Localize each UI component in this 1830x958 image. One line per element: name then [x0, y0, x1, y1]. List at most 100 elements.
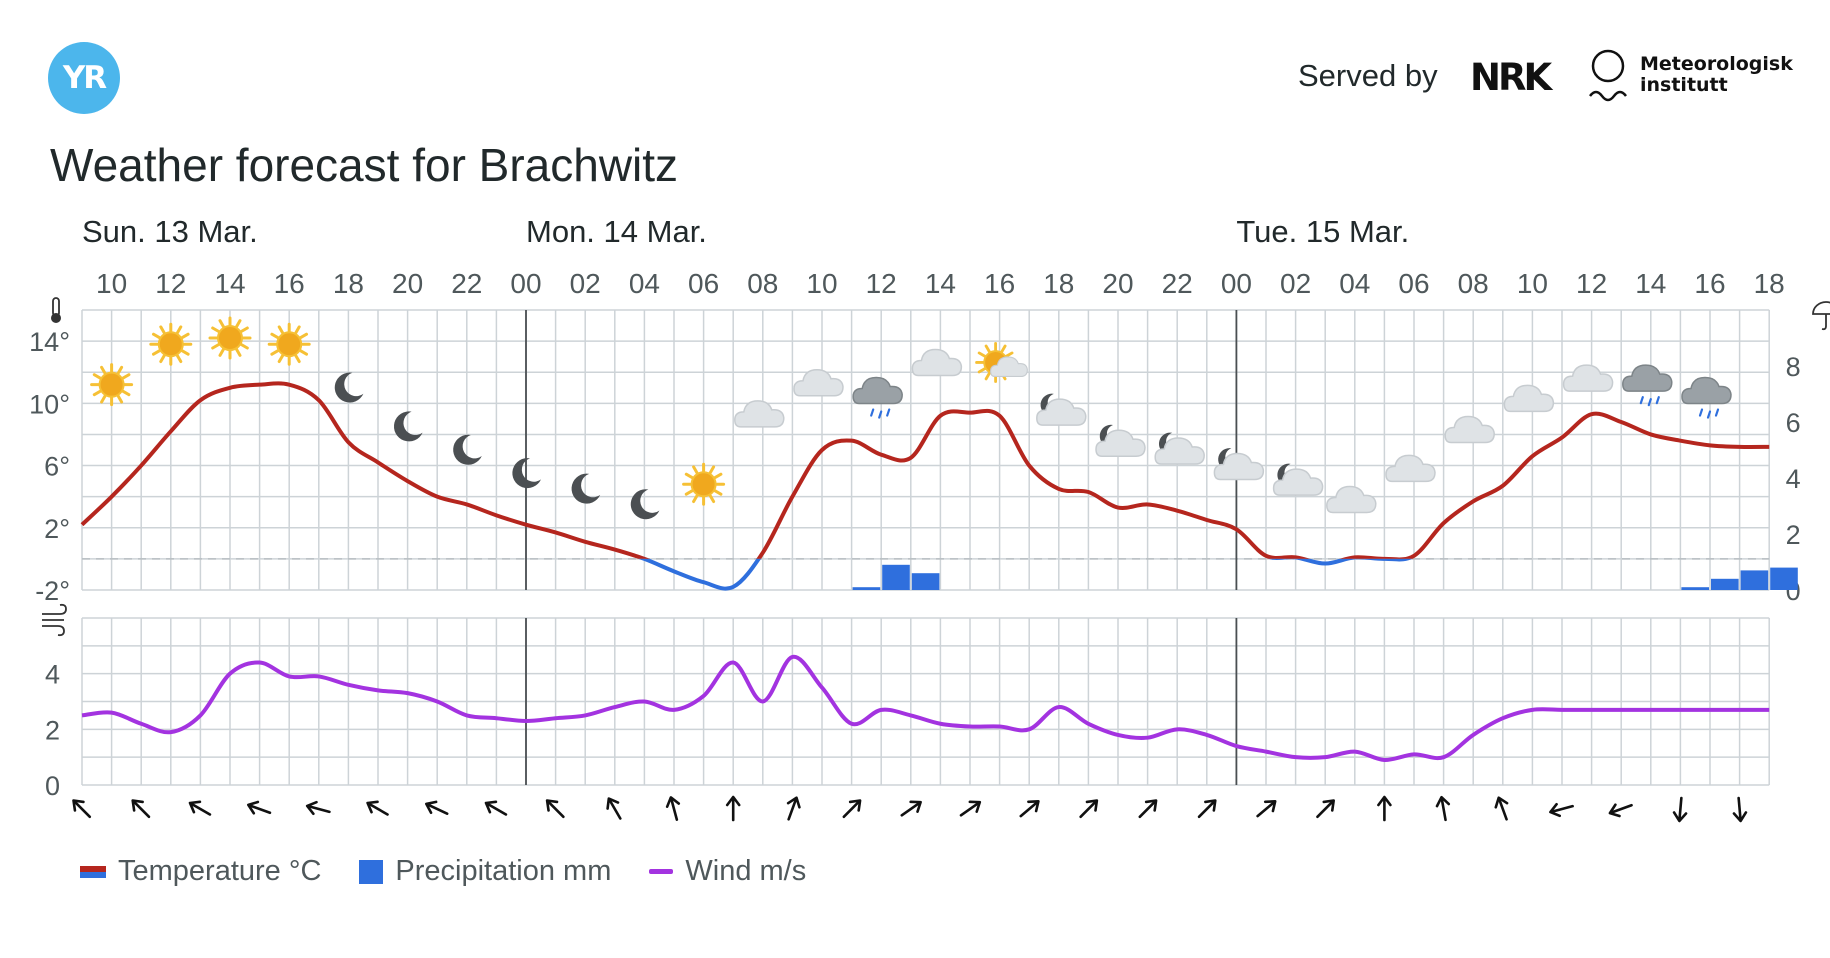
sun-ray	[692, 465, 699, 475]
sun-ray	[1004, 351, 1014, 358]
hour-tick-label: 22	[1162, 268, 1193, 299]
sun-ray	[713, 472, 723, 480]
arrow-head	[484, 800, 498, 814]
met-institute-logo[interactable]: Meteorologisk institutt	[1640, 54, 1793, 96]
arrow-head	[968, 800, 982, 813]
arrow-head	[545, 799, 559, 812]
hour-tick-label: 20	[1102, 268, 1133, 299]
cloud-shape	[734, 400, 785, 428]
rain-drop	[1647, 398, 1652, 407]
wind-line	[81, 654, 1770, 762]
hour-tick-label: 02	[1280, 268, 1311, 299]
temperature-tick-label: 10°	[29, 389, 70, 419]
moon-icon	[334, 372, 364, 403]
wind-tick-label: 2	[45, 715, 60, 745]
moon-shape	[334, 372, 364, 403]
nrk-logo[interactable]: NRK	[1470, 56, 1552, 99]
arrow-head	[1027, 799, 1040, 813]
hour-tick-label: 12	[866, 268, 897, 299]
cloud-shape	[852, 376, 903, 405]
hour-tick-label: 10	[1517, 268, 1548, 299]
rain-cloud-icon	[1681, 376, 1732, 419]
cloud-icon	[1444, 415, 1495, 444]
moon-icon	[393, 411, 423, 442]
sun-disc	[157, 331, 184, 358]
sun-disc	[98, 371, 125, 398]
wind-arrow-icon	[425, 800, 449, 815]
sun-ray	[180, 332, 190, 340]
rain-drop	[886, 408, 891, 417]
moon-icon	[453, 434, 482, 465]
legend-wind: Wind m/s	[649, 855, 806, 888]
hour-tick-label: 18	[1754, 268, 1785, 299]
wind-stroke	[42, 625, 65, 637]
arrow-shaft	[132, 799, 151, 819]
hour-tick-label: 20	[392, 268, 423, 299]
arrow-head	[305, 800, 318, 816]
sun-ray	[270, 349, 280, 356]
rain-drop	[1698, 408, 1704, 417]
sun-ray	[277, 353, 285, 364]
arrow-head	[786, 796, 801, 809]
cloud-part	[1154, 437, 1205, 465]
sun-ray	[175, 325, 183, 335]
arrow-shaft	[1256, 800, 1276, 818]
arrow-shaft	[842, 799, 861, 819]
wind-arrow-icon	[1377, 795, 1392, 822]
sun-ray	[708, 493, 716, 504]
sun-ray	[294, 325, 301, 335]
precipitation-bar	[1711, 578, 1739, 590]
sun-ray	[977, 351, 987, 358]
legend-temperature-label: Temperature °C	[118, 855, 322, 887]
wind-arrow-icon	[1549, 802, 1574, 818]
precipitation-bar	[1770, 567, 1798, 590]
yr-logo[interactable]: YR	[48, 42, 120, 114]
wind-arrow-icon	[900, 800, 922, 817]
wind-arrow-icon	[366, 800, 389, 816]
hour-tick-label: 10	[806, 268, 837, 299]
sun-icon	[208, 316, 252, 360]
hour-tick-label: 10	[96, 268, 127, 299]
wind-icon	[42, 603, 67, 637]
wind-arrow-icon	[1079, 799, 1099, 819]
sun-ray	[211, 326, 221, 333]
sun-ray	[121, 389, 131, 397]
wind-arrow-icon	[1494, 796, 1509, 821]
arrow-head	[1608, 803, 1621, 818]
wind-arrow-icon	[131, 799, 151, 819]
precipitation-bar	[911, 573, 940, 590]
sun-ray	[235, 347, 242, 357]
legend-wind-label: Wind m/s	[685, 855, 807, 887]
arrow-shaft	[1497, 797, 1508, 821]
sun-ray	[294, 353, 301, 364]
sun-disc	[217, 325, 243, 351]
cloud-part	[1095, 429, 1146, 457]
cloud-icon	[1326, 485, 1377, 514]
hour-tick-label: 04	[1339, 268, 1370, 299]
moon-icon	[512, 458, 541, 489]
hour-tick-label: 16	[274, 268, 305, 299]
arrow-shaft	[72, 799, 92, 819]
cloud-part	[1213, 452, 1265, 481]
arrow-head	[188, 800, 202, 814]
hour-tick-label: 16	[984, 268, 1015, 299]
precipitation-tick-label: 2	[1786, 520, 1801, 550]
sun-ray	[277, 325, 285, 335]
sun-ray	[180, 349, 190, 356]
arrow-shaft	[247, 803, 272, 815]
moon-shape	[393, 411, 423, 442]
hour-tick-label: 16	[1694, 268, 1725, 299]
wind-arrow-icon	[545, 799, 565, 819]
arrow-head	[1263, 799, 1277, 813]
arrow-head	[1549, 802, 1561, 818]
temperature-tick-label: 14°	[29, 327, 70, 357]
sun-ray	[100, 394, 107, 404]
arrow-shaft	[425, 803, 449, 815]
arrow-head	[1144, 799, 1158, 812]
served-by-label: Served by	[1298, 58, 1438, 93]
sun-icon	[90, 363, 134, 407]
wind-arrow-icon	[305, 800, 331, 816]
sun-ray	[984, 371, 991, 381]
wind-arrow-icon	[606, 797, 622, 820]
sun-ray	[151, 332, 162, 340]
